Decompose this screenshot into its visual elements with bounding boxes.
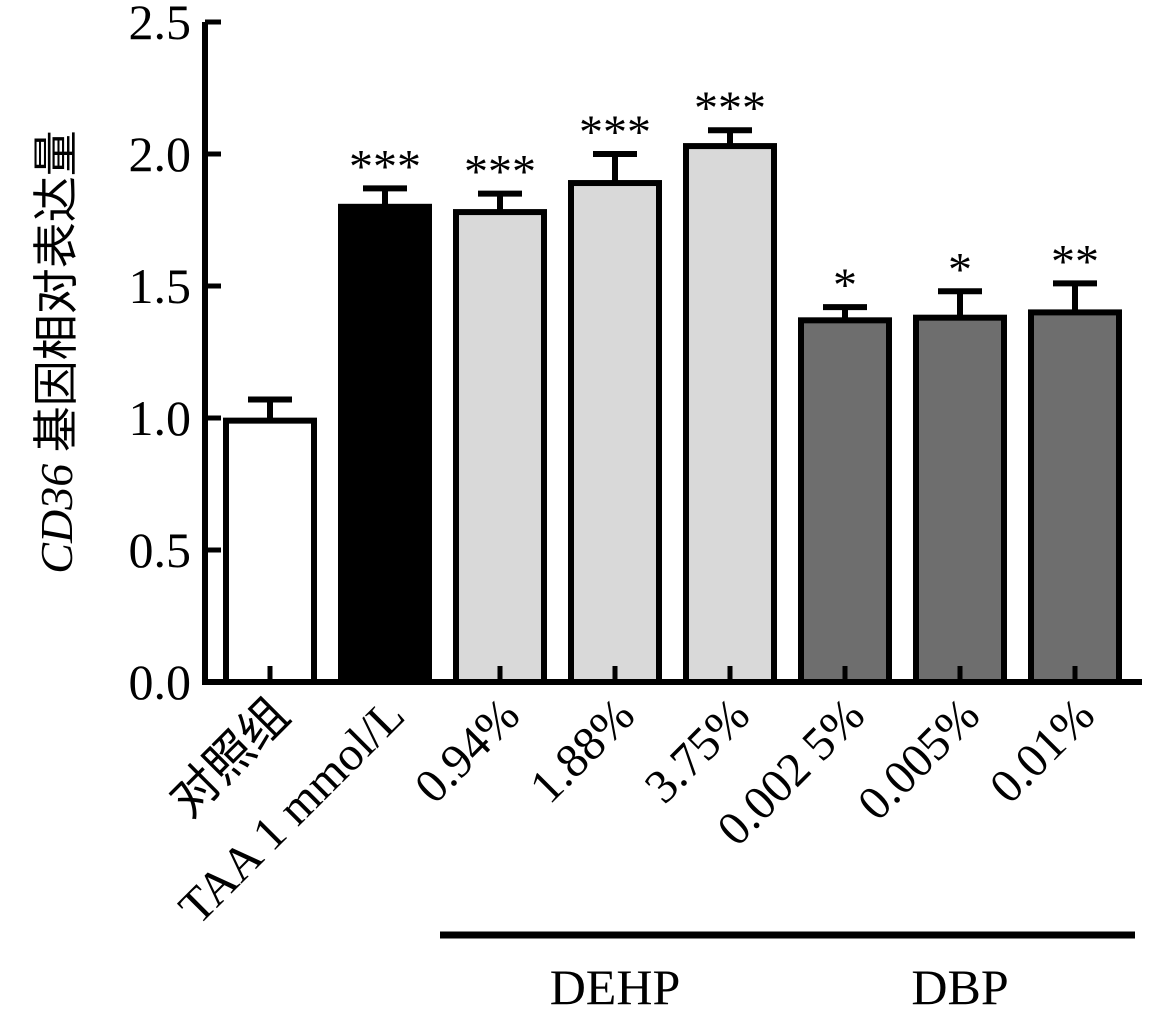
bar [913, 314, 1007, 685]
bar [798, 317, 892, 685]
y-axis-label-gene: CD36 [31, 464, 82, 574]
y-axis-label-text: 基因相对表达量 [31, 130, 82, 464]
y-tick-label: 2.0 [129, 126, 192, 182]
bar [683, 143, 777, 685]
x-tick-label: 1.88% [520, 688, 645, 813]
x-tick-label: 0.005% [848, 688, 990, 830]
significance-label: * [948, 243, 972, 296]
x-tick-label: 0.94% [405, 688, 530, 813]
y-tick-label: 2.5 [129, 0, 192, 50]
y-tick-label: 0.0 [129, 654, 192, 710]
y-tick-label: 1.0 [129, 390, 192, 446]
significance-label: * [833, 259, 857, 312]
group-label: DBP [911, 959, 1008, 1015]
significance-label: *** [349, 140, 421, 193]
y-tick-label: 0.5 [129, 522, 192, 578]
bar [568, 180, 662, 685]
bar [453, 209, 547, 686]
significance-label: *** [579, 106, 651, 159]
bar [338, 203, 432, 686]
plot-area: *** ****** **** * **0.00.51.01.52.02.5对照组TAA… [129, 0, 1142, 1015]
y-axis-label: CD36 基因相对表达量 [31, 130, 82, 573]
significance-label: *** [694, 82, 766, 135]
group-label: DEHP [550, 959, 681, 1015]
significance-label: *** [464, 146, 536, 199]
y-tick-label: 1.5 [129, 258, 192, 314]
bar [223, 417, 317, 685]
x-tick-label: 0.01% [980, 688, 1105, 813]
bar [1028, 309, 1122, 685]
significance-label: ** [1051, 235, 1099, 288]
